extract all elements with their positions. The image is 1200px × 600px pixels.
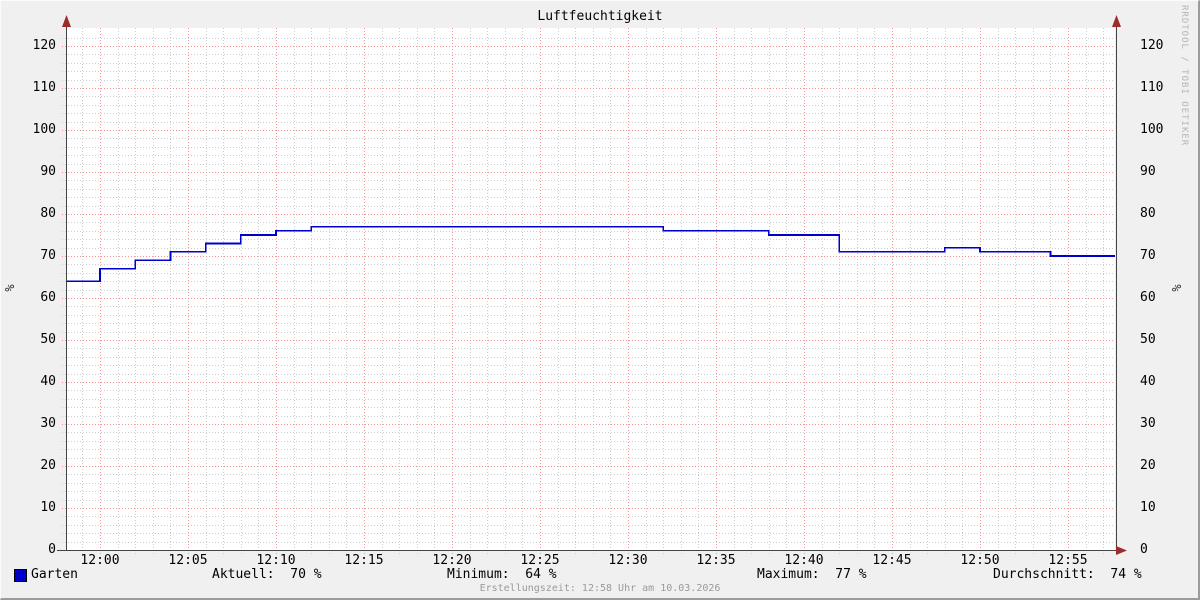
x-tick-label: 12:05: [168, 553, 208, 568]
y-tick-label-left: 100: [32, 122, 56, 137]
creation-time-text: Erstellungszeit: 12:58 Uhr am 10.03.2026: [479, 583, 721, 594]
y-tick-label-left: 90: [40, 164, 56, 179]
y-tick-label-left: 50: [40, 332, 56, 347]
watermark-text: RRDTOOL / TOBI OETIKER: [1179, 5, 1189, 147]
chart-title: Luftfeuchtigkeit: [537, 9, 663, 24]
x-tick-label: 12:55: [1048, 553, 1088, 568]
y-tick-label-right: 30: [1140, 416, 1156, 431]
y-tick-label-left: 110: [32, 80, 56, 95]
y-tick-label-right: 90: [1140, 164, 1156, 179]
y-tick-label-left: 40: [40, 374, 56, 389]
x-tick-label: 12:15: [344, 553, 384, 568]
arrow-up-left-icon: [62, 15, 71, 27]
y-tick-label-left: 80: [40, 206, 56, 221]
y-tick-label-right: 50: [1140, 332, 1156, 347]
y-tick-label-left: 120: [32, 38, 56, 53]
x-tick-label: 12:30: [608, 553, 648, 568]
y-tick-label-right: 80: [1140, 206, 1156, 221]
y-tick-label-right: 110: [1140, 80, 1164, 95]
x-tick-label: 12:50: [960, 553, 1000, 568]
x-tick-label: 12:10: [256, 553, 296, 568]
y-tick-label-left: 20: [40, 458, 56, 473]
y-tick-label-left: 10: [40, 500, 56, 515]
y-tick-label-left: 30: [40, 416, 56, 431]
chart-canvas: [67, 28, 1115, 550]
y-tick-label-left: 70: [40, 248, 56, 263]
x-tick-label: 12:00: [80, 553, 120, 568]
y-tick-label-right: 100: [1140, 122, 1164, 137]
x-tick-label: 12:35: [696, 553, 736, 568]
y-tick-label-right: 40: [1140, 374, 1156, 389]
y-tick-label-right: 60: [1140, 290, 1156, 305]
y-tick-label-left: 0: [48, 542, 56, 557]
series-line-garten: [67, 225, 1115, 283]
arrow-up-right-icon: [1112, 15, 1121, 27]
x-tick-label: 12:20: [432, 553, 472, 568]
y-tick-label-right: 120: [1140, 38, 1164, 53]
y-axis-unit-left: %: [3, 284, 17, 292]
y-tick-label-right: 70: [1140, 248, 1156, 263]
y-tick-label-right: 0: [1140, 542, 1148, 557]
y-tick-label-right: 10: [1140, 500, 1156, 515]
y-tick-label-right: 20: [1140, 458, 1156, 473]
arrow-right-icon: [1116, 546, 1127, 555]
y-tick-label-left: 60: [40, 290, 56, 305]
x-tick-label: 12:40: [784, 553, 824, 568]
x-tick-label: 12:25: [520, 553, 560, 568]
x-tick-label: 12:45: [872, 553, 912, 568]
